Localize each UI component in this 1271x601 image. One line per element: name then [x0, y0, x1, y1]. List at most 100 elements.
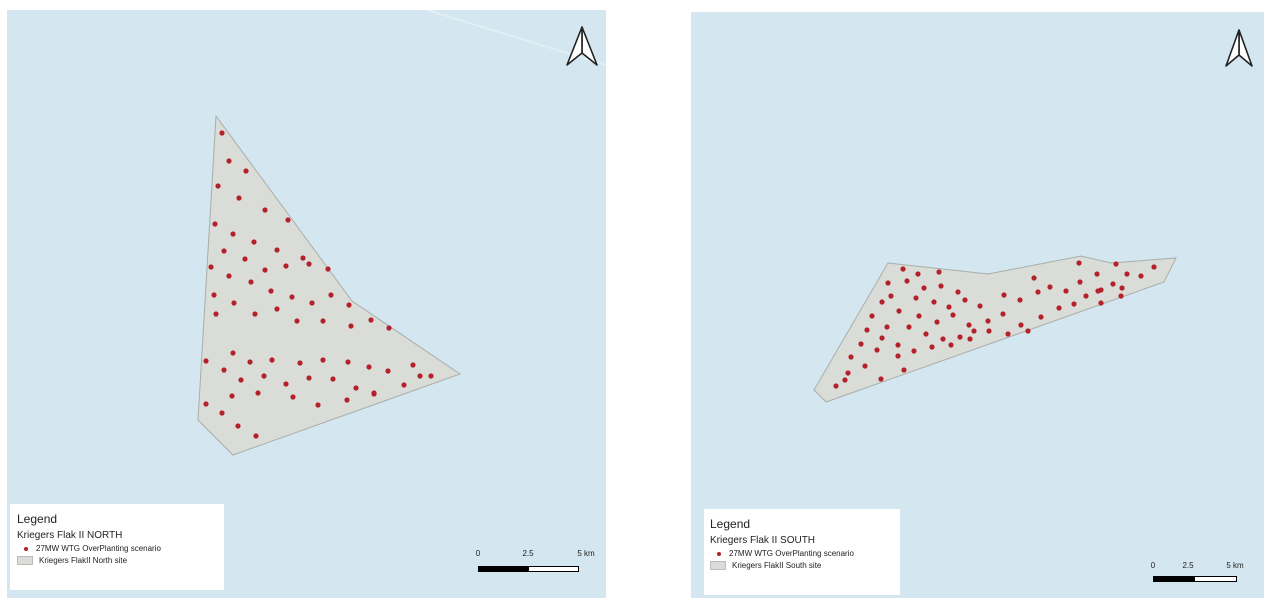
turbine-marker [320, 357, 326, 363]
turbine-marker [1035, 289, 1041, 295]
legend-group-label: Kriegers Flak II NORTH [17, 530, 123, 541]
turbine-marker [869, 313, 875, 319]
turbine-marker [977, 303, 983, 309]
legend-item-turbine: 27MW WTG OverPlanting scenario [710, 549, 900, 558]
turbine-marker [921, 285, 927, 291]
turbine-marker [971, 328, 977, 334]
turbine-marker [385, 368, 391, 374]
turbine-marker [884, 324, 890, 330]
turbine-marker [203, 358, 209, 364]
turbine-marker [285, 217, 291, 223]
turbine-marker [931, 299, 937, 305]
turbine-marker [231, 300, 237, 306]
turbine-marker [253, 433, 259, 439]
turbine-marker [348, 323, 354, 329]
turbine-marker [366, 364, 372, 370]
turbine-marker [330, 376, 336, 382]
turbine-marker [901, 367, 907, 373]
turbine-marker [1113, 261, 1119, 267]
turbine-marker [268, 288, 274, 294]
turbine-marker [262, 207, 268, 213]
turbine-marker [226, 158, 232, 164]
turbine-marker [289, 294, 295, 300]
turbine-marker [1138, 273, 1144, 279]
turbine-marker [235, 423, 241, 429]
turbine-marker [948, 342, 954, 348]
legend-south: Legend Kriegers Flak II SOUTH 27MW WTG O… [704, 509, 900, 595]
scale-label-end: 5 km [577, 549, 595, 558]
turbine-marker [938, 283, 944, 289]
turbine-marker [236, 195, 242, 201]
turbine-marker [219, 410, 225, 416]
turbine-marker [986, 328, 992, 334]
turbine-marker [247, 359, 253, 365]
turbine-marker [346, 302, 352, 308]
turbine-marker [967, 336, 973, 342]
turbine-marker [906, 324, 912, 330]
turbine-marker [238, 377, 244, 383]
legend-item-site: Kriegers FlakII South site [710, 561, 900, 570]
turbine-marker [283, 263, 289, 269]
turbine-marker [1083, 293, 1089, 299]
turbine-marker [845, 370, 851, 376]
turbine-marker [274, 247, 280, 253]
turbine-marker [1000, 311, 1006, 317]
scale-label-mid: 2.5 [1182, 561, 1194, 570]
scale-label-mid: 2.5 [522, 549, 534, 558]
legend-site-label: Kriegers FlakII North site [39, 556, 128, 565]
turbine-marker [895, 353, 901, 359]
map-canvas-south [813, 255, 1177, 403]
turbine-marker [940, 336, 946, 342]
site-swatch-icon [17, 556, 33, 565]
turbine-marker [417, 373, 423, 379]
turbine-marker [900, 266, 906, 272]
turbine-marker [328, 292, 334, 298]
scale-bar-graphic [1153, 576, 1237, 582]
site-swatch-icon [710, 561, 726, 570]
turbine-marker [221, 367, 227, 373]
turbine-marker [229, 393, 235, 399]
turbine-marker [936, 269, 942, 275]
turbine-marker [1110, 281, 1116, 287]
turbine-marker [1025, 328, 1031, 334]
scale-label-0: 0 [1150, 561, 1156, 570]
north-arrow-icon [1224, 28, 1254, 73]
turbine-layer-south [833, 260, 1157, 389]
turbine-marker [955, 289, 961, 295]
map-canvas-north [197, 10, 606, 456]
map-panel-south[interactable]: Legend Kriegers Flak II SOUTH 27MW WTG O… [691, 12, 1264, 598]
turbine-marker [957, 334, 963, 340]
turbine-marker [410, 362, 416, 368]
turbine-marker [896, 308, 902, 314]
turbine-marker [858, 341, 864, 347]
turbine-marker [848, 354, 854, 360]
turbine-marker [862, 363, 868, 369]
site-polygon-south [813, 255, 1177, 403]
turbine-marker [1071, 301, 1077, 307]
map-panel-north[interactable]: Legend Kriegers Flak II NORTH 27MW WTG O… [7, 10, 606, 598]
turbine-marker [1001, 292, 1007, 298]
legend-item-turbine: 27MW WTG OverPlanting scenario [17, 544, 224, 553]
legend-title: Legend [710, 517, 751, 531]
turbine-marker [1056, 305, 1062, 311]
turbine-marker [255, 390, 261, 396]
turbine-marker [230, 231, 236, 237]
turbine-marker [345, 359, 351, 365]
turbine-marker [401, 382, 407, 388]
turbine-marker [1005, 331, 1011, 337]
scale-label-end: 5 km [1226, 561, 1244, 570]
turbine-marker [1031, 275, 1037, 281]
turbine-marker [230, 350, 236, 356]
turbine-marker [294, 318, 300, 324]
turbine-marker [215, 183, 221, 189]
north-arrow-icon [565, 25, 599, 72]
turbine-marker [934, 319, 940, 325]
turbine-marker [1076, 260, 1082, 266]
turbine-marker [386, 325, 392, 331]
turbine-marker [297, 360, 303, 366]
turbine-marker [1118, 293, 1124, 299]
turbine-marker [208, 264, 214, 270]
turbine-marker [243, 168, 249, 174]
site-polygon-north [197, 114, 462, 456]
turbine-layer-north [203, 130, 434, 439]
